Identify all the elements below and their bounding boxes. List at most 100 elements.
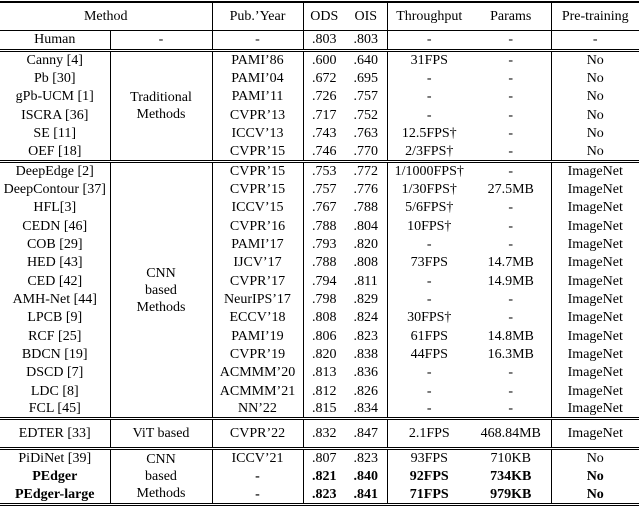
cell-ois: .770 xyxy=(345,143,387,164)
cell-throughput: 73FPS xyxy=(386,253,471,272)
table-row: LDC [8] ACMMM’21.812.826- - ImageNet xyxy=(0,382,639,401)
cell-category: ViT based xyxy=(109,418,212,451)
cell-ods: .600 xyxy=(302,50,345,70)
cell-pub-year: - xyxy=(211,485,303,505)
cell-category: CNN based Methods xyxy=(109,448,212,505)
cell-pub-year: CVPR’16 xyxy=(211,216,303,236)
cell-method: PEdger-large xyxy=(14,486,95,502)
cell-pub-year: ACMMM’20 xyxy=(211,363,303,383)
cell-throughput: 1/30FPS† xyxy=(386,180,471,199)
cell-ods: .820 xyxy=(302,345,345,364)
table-row: PEdger-large - .823 .841 71FPS 979KB No xyxy=(0,485,639,505)
cell-params: 16.3MB xyxy=(487,346,534,362)
cell-pub-year: ICCV’13 xyxy=(211,124,303,144)
cell-params: 468.84MB xyxy=(471,418,551,451)
cell-ois: .804 xyxy=(353,218,379,234)
cell-pretraining: ImageNet xyxy=(550,271,639,291)
cell-pub-year: ICCV’21 xyxy=(211,448,303,468)
table-row: PiDiNet [39] CNN based Methods ICCV’21.807.8… xyxy=(0,448,639,505)
cell-throughput: 2.1FPS xyxy=(386,418,471,451)
cell-pub-year: CVPR’17 xyxy=(211,271,303,291)
table-row: RCF [25] PAMI’19.806 .823 61FPS 14.8MB ImageN… xyxy=(0,326,639,346)
cell-ods: .821 xyxy=(302,467,345,486)
table-row: OEF [18] CVPR’15.746.770 2/3FPS† - No xyxy=(0,143,639,164)
cell-params: - xyxy=(508,310,514,326)
header-row: Method Pub.’Year ODS OIS Throughput Para… xyxy=(0,2,639,31)
cell-pub-year: CVPR’15 xyxy=(211,180,303,199)
cell-ods: .794 xyxy=(302,271,345,291)
table-row: COB [29] PAMI’17.793.820- - ImageNet xyxy=(0,235,639,254)
cell-method: DeepContour [37] xyxy=(3,181,106,197)
cell-throughput: 61FPS xyxy=(386,326,471,346)
section-ours: PiDiNet [39] CNN based Methods ICCV’21.807.8… xyxy=(0,448,639,505)
col-header-ois: OIS xyxy=(345,2,387,31)
table-row: DeepContour [37] CVPR’15.757 .776 1/30FPS† 2… xyxy=(0,180,639,199)
cell-throughput: 71FPS xyxy=(386,485,471,505)
cell-ois: .824 xyxy=(353,310,379,326)
cell-pretraining: - xyxy=(550,30,639,52)
table-row: Canny [4] Traditional Methods PAMI’86.600.6… xyxy=(0,50,639,164)
cell-throughput: - xyxy=(386,87,471,107)
cell-method: PEdger xyxy=(32,469,78,485)
cell-method: ISCRA [36] xyxy=(21,107,89,123)
cell-method: FCL [45] xyxy=(0,400,110,421)
cell-ods: .812 xyxy=(302,382,345,401)
cell-pretraining: ImageNet xyxy=(550,382,639,401)
table-row: CED [42] CVPR’17.794 .811-14.9MB ImageNet xyxy=(0,271,639,291)
cell-pretraining: No xyxy=(550,50,639,70)
cell-method: CED [42] xyxy=(27,273,83,289)
cell-params: - xyxy=(508,126,514,142)
cell-params: - xyxy=(508,70,514,86)
cell-throughput: 31FPS xyxy=(386,50,471,70)
cell-throughput: 44FPS xyxy=(386,345,471,364)
cell-throughput: 2/3FPS† xyxy=(386,143,471,164)
cell-ods: .832 xyxy=(302,418,345,451)
cell-ois: .811 xyxy=(353,273,378,289)
cell-throughput: 1/1000FPS† xyxy=(386,161,471,181)
cell-params: - xyxy=(508,164,514,180)
cell-pub-year: - xyxy=(211,467,303,486)
cell-pretraining: ImageNet xyxy=(550,363,639,383)
cell-pretraining: ImageNet xyxy=(550,180,639,199)
cell-ois: .820 xyxy=(353,236,379,252)
cell-method: HED [43] xyxy=(26,255,83,271)
col-header-pub-year: Pub.’Year xyxy=(211,2,303,31)
cell-pretraining: No xyxy=(550,143,639,164)
cell-pretraining: ImageNet xyxy=(550,326,639,346)
cell-pub-year: PAMI’04 xyxy=(211,69,303,88)
cell-ois: .840 xyxy=(353,469,379,485)
cell-pretraining: ImageNet xyxy=(550,198,639,217)
cell-params: - xyxy=(471,143,551,164)
cell-ois: .695 xyxy=(353,70,379,86)
cell-ois: .847 xyxy=(345,418,387,451)
cell-pretraining: ImageNet xyxy=(550,290,639,309)
cell-ois: .757 xyxy=(353,89,379,105)
cell-ois: .836 xyxy=(353,365,379,381)
cell-category: - xyxy=(109,30,212,52)
cell-ois: .823 xyxy=(353,451,379,467)
col-header-ods: ODS xyxy=(302,2,345,31)
table-row: ISCRA [36] CVPR’13.717.752- - No xyxy=(0,106,639,125)
cell-throughput: - xyxy=(386,382,471,401)
table-row: DSCD [7] ACMMM’20.813.836- - ImageNet xyxy=(0,363,639,383)
cell-throughput: - xyxy=(386,106,471,125)
cell-ods: .806 xyxy=(302,326,345,346)
cell-throughput: 12.5FPS† xyxy=(386,124,471,144)
cell-ois: .808 xyxy=(353,255,379,271)
cell-ods: .717 xyxy=(302,106,345,125)
cell-method: Canny [4] xyxy=(26,53,83,68)
cell-pub-year: CVPR’22 xyxy=(211,418,303,451)
cell-category: Traditional Methods xyxy=(109,50,212,164)
cell-method: LDC [8] xyxy=(30,383,79,399)
cell-pub-year: NN’22 xyxy=(211,400,303,421)
cell-params: - xyxy=(508,291,514,307)
cell-method: Human xyxy=(0,30,110,52)
cell-throughput: - xyxy=(386,271,471,291)
cell-ods: .815 xyxy=(302,400,345,421)
cell-ods: .808 xyxy=(302,308,345,327)
table-row: Pb [30] PAMI’04.672.695- - No xyxy=(0,69,639,88)
cell-ois: .772 xyxy=(353,164,379,180)
cell-params: - xyxy=(508,89,514,105)
cell-ods: .753 xyxy=(302,161,345,181)
